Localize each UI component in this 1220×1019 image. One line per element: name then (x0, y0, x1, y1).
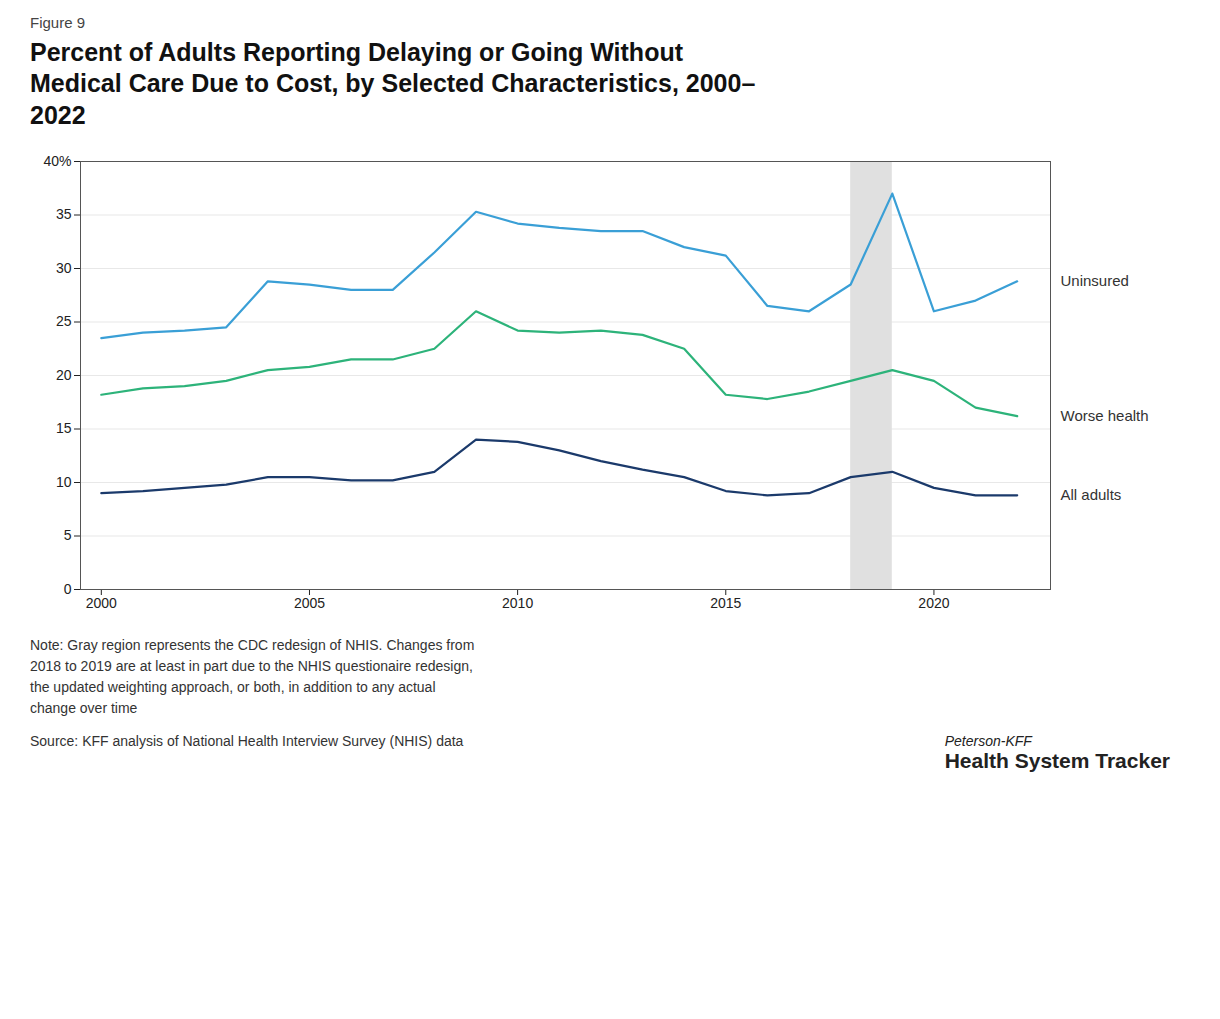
html-text:Figure 9: Figure 9 (30, 14, 85, 31)
svg-text:20: 20 (56, 367, 72, 383)
html-text:Percent of Adults Reporting De: Percent of Adults Reporting Delaying or … (30, 38, 756, 129)
svg-text:25: 25 (56, 313, 72, 329)
svg-text:Worse health: Worse health (1061, 407, 1149, 424)
svg-text:30: 30 (56, 260, 72, 276)
html-text:Source: KFF analysis of Nation: Source: KFF analysis of National Health … (30, 732, 464, 749)
svg-text:5: 5 (64, 527, 72, 543)
html-text:Peterson-KFF: Peterson-KFF (944, 732, 1032, 749)
svg-text:2015: 2015 (710, 595, 741, 611)
svg-text:2005: 2005 (294, 595, 325, 611)
svg-text:15: 15 (56, 420, 72, 436)
svg-text:All adults: All adults (1061, 486, 1122, 503)
svg-text:0: 0 (64, 581, 72, 597)
svg-text:2020: 2020 (918, 595, 949, 611)
svg-text:35: 35 (56, 206, 72, 222)
svg-text:2000: 2000 (86, 595, 117, 611)
html-text:Note: Gray region represents t: Note: Gray region represents the CDC red… (30, 636, 475, 716)
svg-text:Uninsured: Uninsured (1061, 272, 1129, 289)
svg-text:10: 10 (56, 474, 72, 490)
html-text:Health System Tracker: Health System Tracker (944, 748, 1170, 772)
svg-text:40%: 40% (43, 153, 71, 169)
svg-text:2010: 2010 (502, 595, 533, 611)
